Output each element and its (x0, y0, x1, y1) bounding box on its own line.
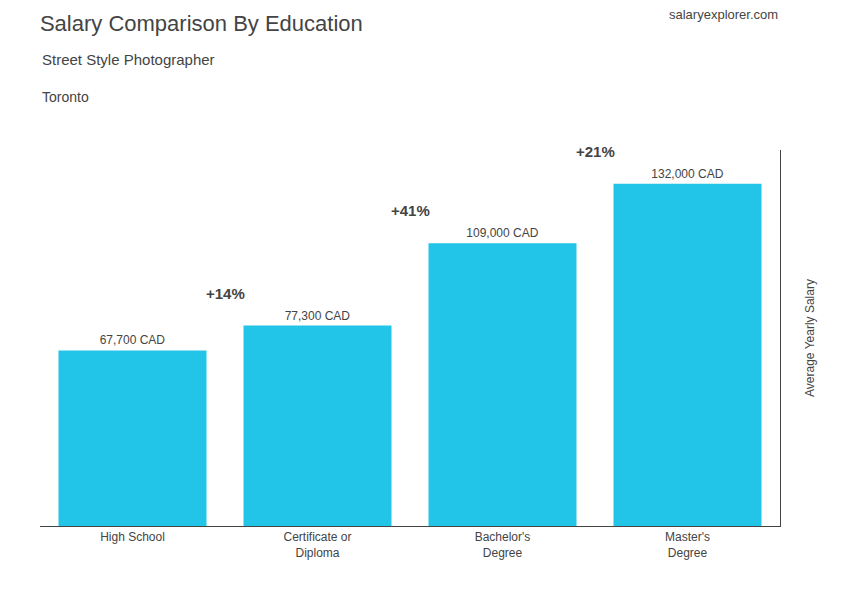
svg-text:Street Style Photographer: Street Style Photographer (42, 51, 215, 68)
svg-text:67,700 CAD: 67,700 CAD (100, 333, 166, 347)
svg-text:77,300 CAD: 77,300 CAD (285, 309, 351, 323)
svg-text:salaryexplorer.com: salaryexplorer.com (669, 7, 778, 22)
svg-text:Salary Comparison By Education: Salary Comparison By Education (40, 11, 363, 36)
svg-text:+14%: +14% (206, 285, 245, 302)
svg-text:Toronto: Toronto (42, 89, 89, 105)
svg-text:Master'sDegree: Master'sDegree (665, 530, 710, 560)
svg-text:+21%: +21% (576, 143, 615, 160)
svg-text:Bachelor'sDegree: Bachelor'sDegree (475, 530, 531, 560)
svg-text:Certificate orDiploma: Certificate orDiploma (283, 530, 351, 560)
svg-text:132,000 CAD: 132,000 CAD (651, 167, 723, 181)
svg-text:High School: High School (100, 530, 165, 544)
svg-text:Average Yearly Salary: Average Yearly Salary (803, 279, 817, 397)
svg-text:109,000 CAD: 109,000 CAD (466, 226, 538, 240)
svg-text:+41%: +41% (391, 202, 430, 219)
